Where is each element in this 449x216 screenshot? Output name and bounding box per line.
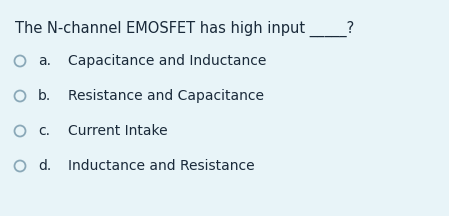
Circle shape (14, 91, 26, 102)
Text: Inductance and Resistance: Inductance and Resistance (68, 159, 255, 173)
Circle shape (14, 125, 26, 137)
Text: Resistance and Capacitance: Resistance and Capacitance (68, 89, 264, 103)
Text: b.: b. (38, 89, 51, 103)
Text: Capacitance and Inductance: Capacitance and Inductance (68, 54, 266, 68)
Text: a.: a. (38, 54, 51, 68)
Text: d.: d. (38, 159, 51, 173)
Circle shape (14, 160, 26, 172)
Text: c.: c. (38, 124, 50, 138)
Text: Current Intake: Current Intake (68, 124, 167, 138)
Circle shape (14, 56, 26, 67)
Text: The N-channel EMOSFET has high input _____?: The N-channel EMOSFET has high input ___… (15, 21, 354, 37)
